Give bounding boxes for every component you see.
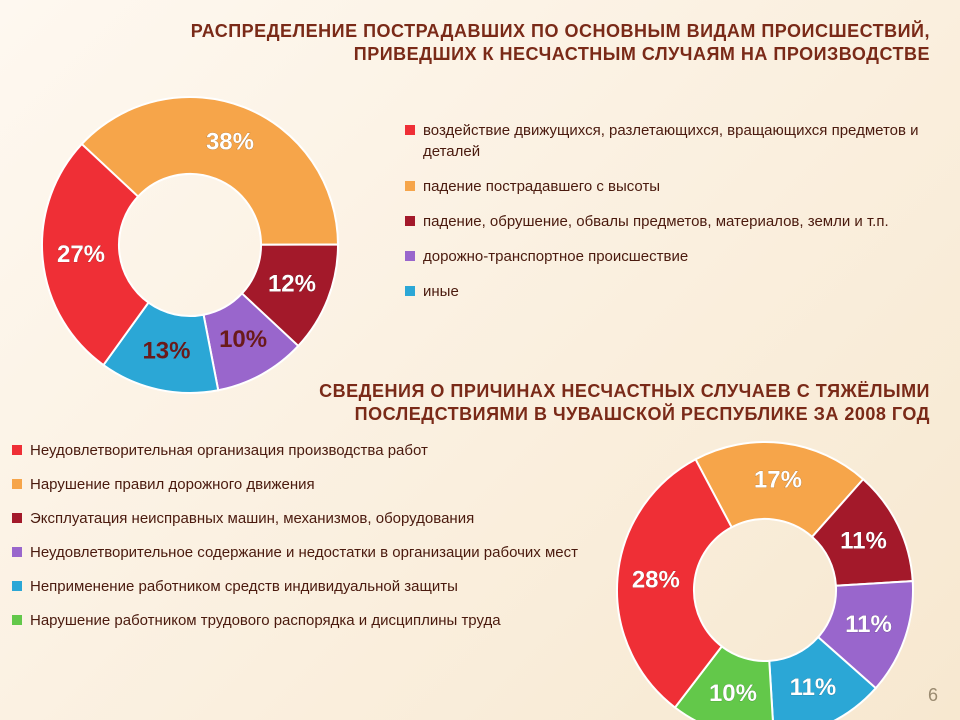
legend-item: дорожно-транспортное происшествие (405, 246, 945, 267)
legend-label: Неудовлетворительная организация произво… (30, 440, 582, 461)
legend-item: Нарушение работником трудового распорядк… (12, 610, 582, 631)
legend-item: падение, обрушение, обвалы предметов, ма… (405, 211, 945, 232)
legend-swatch (12, 581, 22, 591)
legend-swatch (12, 615, 22, 625)
slice-label: 10% (709, 680, 757, 707)
legend-swatch (12, 547, 22, 557)
legend-item: Нарушение правил дорожного движения (12, 474, 582, 495)
legend-label: Неудовлетворительное содержание и недост… (30, 542, 582, 563)
chart1-donut: 38% 12% 10% 13% 27% (40, 95, 340, 395)
legend-label: Нарушение работником трудового распорядк… (30, 610, 582, 631)
legend-label: Эксплуатация неисправных машин, механизм… (30, 508, 582, 529)
legend-item: Неудовлетворительное содержание и недост… (12, 542, 582, 563)
legend-label: падение, обрушение, обвалы предметов, ма… (423, 211, 945, 232)
slice-label: 11% (840, 527, 887, 554)
chart1-legend: воздействие движущихся, разлетающихся, в… (405, 120, 945, 316)
legend-label: Нарушение правил дорожного движения (30, 474, 582, 495)
slice-label: 27% (57, 241, 105, 268)
legend-label: дорожно-транспортное происшествие (423, 246, 945, 267)
legend-swatch (12, 445, 22, 455)
legend-item: падение пострадавшего с высоты (405, 176, 945, 197)
slice-label: 12% (268, 270, 316, 297)
slice-label: 11% (790, 674, 837, 701)
legend-item: Неприменение работником средств индивиду… (12, 576, 582, 597)
legend-swatch (12, 479, 22, 489)
chart2-donut: 17% 11% 11% 11% 10% 28% (615, 440, 915, 720)
slice-label: 10% (219, 326, 267, 353)
slice-label: 13% (142, 337, 190, 364)
slice-label: 38% (206, 128, 254, 155)
chart2-legend: Неудовлетворительная организация произво… (12, 440, 582, 644)
legend-swatch (405, 125, 415, 135)
legend-item: иные (405, 281, 945, 302)
slice-label: 17% (754, 467, 802, 494)
legend-label: воздействие движущихся, разлетающихся, в… (423, 120, 945, 162)
legend-swatch (405, 286, 415, 296)
chart1-title: РАСПРЕДЕЛЕНИЕ ПОСТРАДАВШИХ ПО ОСНОВНЫМ В… (100, 20, 930, 67)
slice-label: 28% (632, 566, 680, 593)
legend-swatch (405, 251, 415, 261)
legend-label: Неприменение работником средств индивиду… (30, 576, 582, 597)
legend-item: воздействие движущихся, разлетающихся, в… (405, 120, 945, 162)
legend-label: падение пострадавшего с высоты (423, 176, 945, 197)
page-number: 6 (928, 685, 938, 706)
chart2-title: СВЕДЕНИЯ О ПРИЧИНАХ НЕСЧАСТНЫХ СЛУЧАЕВ С… (160, 380, 930, 427)
legend-label: иные (423, 281, 945, 302)
slice-label: 11% (845, 611, 892, 638)
legend-item: Неудовлетворительная организация произво… (12, 440, 582, 461)
legend-item: Эксплуатация неисправных машин, механизм… (12, 508, 582, 529)
legend-swatch (405, 216, 415, 226)
legend-swatch (12, 513, 22, 523)
legend-swatch (405, 181, 415, 191)
